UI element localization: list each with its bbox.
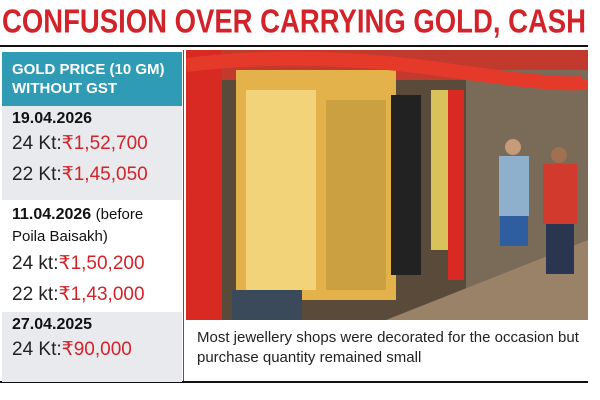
date: 11.04.2026 <box>12 206 92 223</box>
date: 19.04.2026 <box>12 110 93 127</box>
rule <box>0 381 588 383</box>
price-row: 24 Kt:₹90,000 <box>12 334 176 365</box>
price-sidebar: GOLD PRICE (10 GM) WITHOUT GST 19.04.202… <box>2 52 182 382</box>
karat: 24 Kt: <box>12 339 62 360</box>
price-row: 24 kt:₹1,50,200 <box>12 248 176 279</box>
headline-bar: CONFUSION OVER CARRYING GOLD, CASH <box>0 3 588 47</box>
price-row: 22 kt:₹1,43,000 <box>12 279 176 310</box>
price-entry: 19.04.2026 24 Kt:₹1,52,700 22 Kt:₹1,45,0… <box>2 106 182 200</box>
price: ₹1,43,000 <box>58 284 145 305</box>
price-row: 22 Kt:₹1,45,050 <box>12 159 176 190</box>
divider <box>183 50 184 382</box>
caption: Most jewellery shops were decorated for … <box>197 329 588 366</box>
note: (before Poila Baisakh) <box>12 206 144 245</box>
headline: CONFUSION OVER CARRYING GOLD, CASH <box>2 3 586 40</box>
karat: 24 Kt: <box>12 133 62 154</box>
price: ₹90,000 <box>61 339 132 360</box>
karat: 22 Kt: <box>12 164 62 185</box>
price-entry: 27.04.2025 24 Kt:₹90,000 <box>2 312 182 382</box>
photo <box>186 50 588 320</box>
price-row: 24 Kt:₹1,52,700 <box>12 128 176 159</box>
date: 27.04.2025 <box>12 316 93 333</box>
karat: 24 kt: <box>12 253 59 274</box>
sidebar-title: GOLD PRICE (10 GM) WITHOUT GST <box>2 52 182 106</box>
price: ₹1,52,700 <box>61 133 148 154</box>
price: ₹1,45,050 <box>61 164 148 185</box>
karat: 22 kt: <box>12 284 59 305</box>
price: ₹1,50,200 <box>58 253 145 274</box>
price-entry: 11.04.2026 (before Poila Baisakh) 24 kt:… <box>2 200 182 312</box>
